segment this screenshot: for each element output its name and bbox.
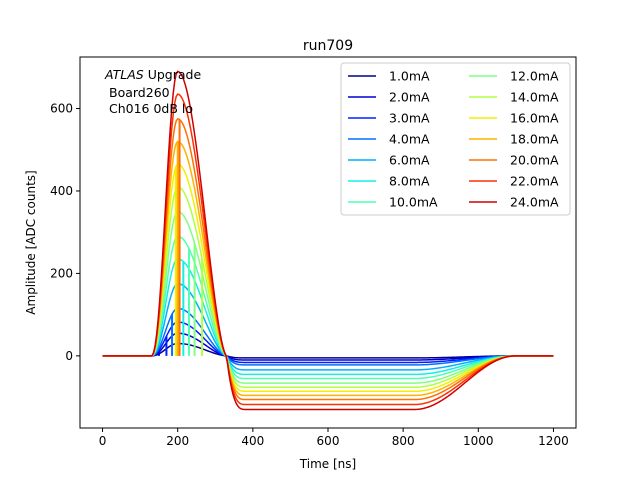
x-tick-label: 1000: [463, 434, 494, 448]
legend-label-4: 4.0mA: [389, 132, 430, 147]
annotation: ATLAS Upgrade Board260 Ch016 0dB lo: [104, 67, 201, 116]
x-tick-label: 0: [99, 434, 107, 448]
x-tick-label: 200: [166, 434, 189, 448]
series-line-12: [102, 117, 554, 401]
legend-label-14: 24.0mA: [510, 195, 559, 210]
x-tick-label: 800: [392, 434, 415, 448]
y-tick-label: 200: [50, 266, 73, 280]
legend-label-8: 12.0mA: [510, 69, 559, 84]
y-tick-label: 0: [65, 349, 73, 363]
legend-label-1: 1.0mA: [389, 69, 430, 84]
y-axis-label: Amplitude [ADC counts]: [24, 170, 38, 314]
series-line-14: [102, 70, 554, 411]
x-axis-label: Time [ns]: [299, 457, 356, 471]
y-tick-label: 600: [50, 102, 73, 116]
legend-label-9: 14.0mA: [510, 90, 559, 105]
chart-title: run709: [303, 38, 353, 54]
legend-label-10: 16.0mA: [510, 111, 559, 126]
legend-label-6: 8.0mA: [389, 174, 430, 189]
annotation-atlas: ATLAS: [104, 67, 144, 82]
x-tick-label: 600: [317, 434, 340, 448]
legend-label-2: 2.0mA: [389, 90, 430, 105]
x-tick-label: 400: [241, 434, 264, 448]
annotation-line-2: Board260: [109, 85, 170, 100]
legend-frame: [340, 62, 571, 216]
legend-label-7: 10.0mA: [389, 195, 438, 210]
ticks-layer: 0 200 400 600 800 1000 1200 0 200 400 600: [50, 102, 569, 448]
y-tick-label: 400: [50, 184, 73, 198]
annotation-upgrade: Upgrade: [144, 67, 202, 82]
x-tick-label: 1200: [538, 434, 569, 448]
legend: 1.0mA 2.0mA 3.0mA 4.0mA 6.0mA 8.0mA 10.0mA 12.0…: [340, 62, 571, 216]
series-line-13: [102, 93, 554, 406]
legend-label-12: 20.0mA: [510, 153, 559, 168]
series-layer: [102, 70, 554, 411]
annotation-line-1: ATLAS Upgrade: [104, 67, 201, 82]
legend-label-3: 3.0mA: [389, 111, 430, 126]
legend-label-11: 18.0mA: [510, 132, 559, 147]
legend-label-5: 6.0mA: [389, 153, 430, 168]
annotation-line-3: Ch016 0dB lo: [109, 101, 193, 116]
legend-label-13: 22.0mA: [510, 174, 559, 189]
